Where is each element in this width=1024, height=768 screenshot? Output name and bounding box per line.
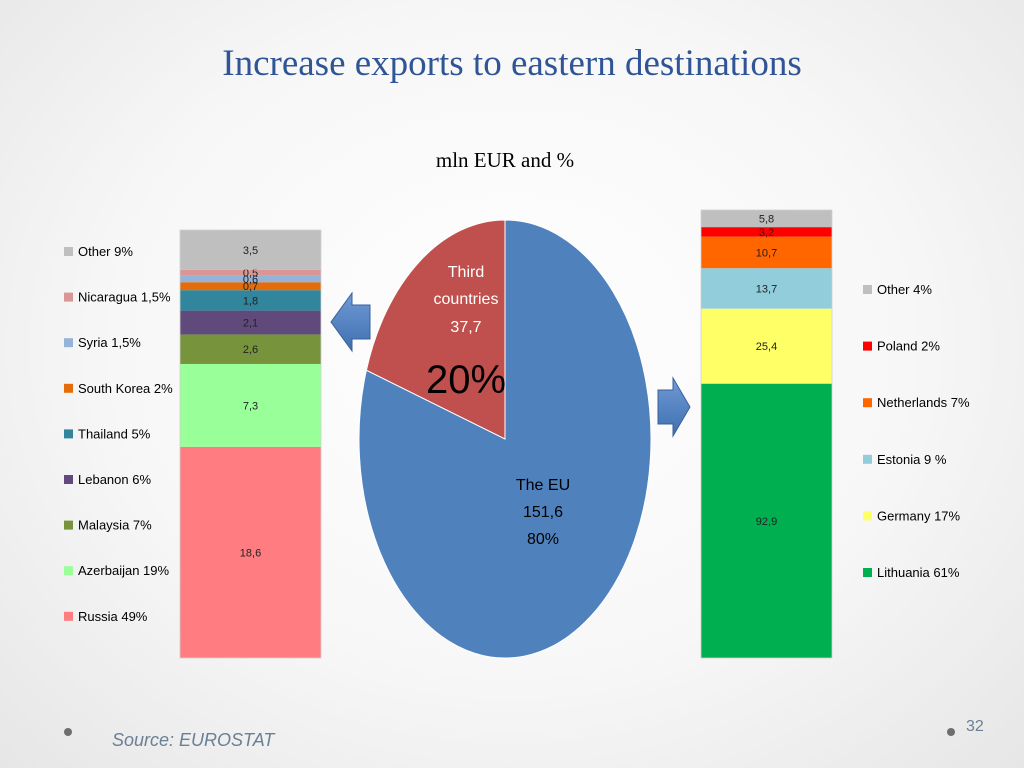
right-legend-label-5: Other 4%	[877, 282, 932, 297]
pie-label-eu-percent: 80%	[527, 531, 559, 548]
left-legend-label-2: Malaysia 7%	[78, 518, 152, 533]
pie-slice-third-countries	[365, 219, 506, 440]
right-stacked-bar: 92,9 25,4 13,7 10,7 3,25,8	[700, 209, 833, 659]
pie-label-eu-name: The EU	[516, 477, 570, 494]
left-legend-swatch-8	[64, 247, 73, 256]
left-legend-swatch-7	[64, 292, 73, 302]
left-bar-segment-4	[180, 290, 321, 311]
right-bar-value-label-3: 10,7	[756, 247, 777, 259]
left-legend-label-1: Azerbaijan 19%	[78, 563, 169, 578]
right-legend-swatch-3	[863, 398, 872, 408]
right-arrow-icon	[657, 376, 691, 438]
left-bar-value-label-6: 0,6	[243, 274, 258, 286]
left-legend-swatch-6	[64, 338, 73, 348]
right-bar-value-label-1: 25,4	[756, 341, 777, 353]
page-number: 32	[966, 718, 984, 735]
left-bar-value-label-1: 7,3	[243, 400, 258, 412]
right-bullet-dot	[947, 728, 955, 736]
left-bullet-dot	[64, 728, 72, 736]
left-bar-outline	[179, 229, 322, 659]
left-bar-segment-6	[180, 275, 321, 283]
right-legend-label-1: Germany 17%	[877, 508, 961, 523]
left-bar-segment-5	[180, 282, 321, 291]
pie-label-eu-value: 151,6	[523, 504, 563, 521]
right-legend-label-0: Lithuania 61%	[877, 565, 960, 580]
right-bar-value-label-0: 92,9	[756, 516, 777, 528]
left-legend-label-4: Thailand 5%	[78, 426, 151, 441]
left-bar-segment-1	[180, 363, 321, 447]
left-bar-value-label-3: 2,1	[243, 318, 258, 330]
left-arrow-icon	[330, 291, 371, 353]
right-bar-segment-0	[701, 383, 832, 658]
left-legend-swatch-3	[64, 475, 73, 484]
right-bar-segment-4	[701, 227, 832, 237]
left-bar-segment-0	[180, 446, 321, 658]
left-bar-segment-8	[180, 230, 321, 270]
right-legend-swatch-4	[863, 341, 872, 351]
left-bar-value-label-5: 0,7	[243, 281, 258, 293]
chart-subtitle: mln EUR and %	[435, 148, 575, 172]
left-legend-label-3: Lebanon 6%	[78, 472, 151, 487]
pie-label-third-name-1: Third	[448, 264, 484, 281]
pie-label-third-percent: 20%	[426, 358, 506, 402]
right-legend-swatch-5	[863, 285, 872, 294]
left-legend-swatch-5	[64, 383, 73, 393]
left-bar-value-label-4: 1,8	[243, 295, 258, 307]
left-bar-segment-7	[180, 269, 321, 276]
left-legend: Other 9% Nicaragua 1,5% Syria 1,5% South Ko…	[64, 244, 173, 624]
left-legend-label-6: Syria 1,5%	[78, 335, 141, 350]
left-legend-label-7: Nicaragua 1,5%	[78, 290, 171, 305]
right-legend-swatch-2	[863, 454, 872, 464]
right-legend-swatch-0	[863, 568, 872, 577]
pie-label-third-value: 37,7	[450, 319, 481, 336]
left-legend-swatch-2	[64, 520, 73, 530]
left-bar-segment-3	[180, 310, 321, 335]
right-legend-label-2: Estonia 9 %	[877, 452, 947, 467]
right-bar-outline	[700, 209, 833, 659]
left-bar-value-label-0: 18,6	[240, 547, 261, 559]
right-bar-value-label-2: 13,7	[756, 283, 777, 295]
right-legend-swatch-1	[863, 511, 872, 521]
right-bar-segment-2	[701, 268, 832, 309]
pie-label-third-name-2: countries	[434, 291, 499, 308]
left-legend-swatch-0	[64, 611, 73, 621]
right-bar-segment-5	[701, 210, 832, 228]
left-legend-swatch-4	[64, 429, 73, 439]
source-note: Source: EUROSTAT	[112, 730, 275, 750]
right-bar-value-label-5: 5,8	[759, 214, 774, 226]
left-stacked-bar: 18,6 7,3 2,6 2,1 1,8 0,70,60,5 3,5	[179, 229, 322, 659]
left-legend-swatch-1	[64, 566, 73, 576]
left-bar-value-label-2: 2,6	[243, 344, 258, 356]
left-legend-label-8: Other 9%	[78, 244, 133, 259]
left-legend-label-0: Russia 49%	[78, 609, 148, 624]
left-bar-value-label-7: 0,5	[243, 268, 258, 280]
left-bar-value-label-8: 3,5	[243, 245, 258, 257]
right-legend-label-4: Poland 2%	[877, 339, 940, 354]
left-legend-label-5: South Korea 2%	[78, 381, 173, 396]
right-bar-segment-3	[701, 236, 832, 269]
right-bar-segment-1	[701, 308, 832, 384]
right-bar-value-label-4: 3,2	[759, 227, 774, 239]
left-bar-segment-2	[180, 334, 321, 364]
slide-title: Increase exports to eastern destinations	[222, 43, 802, 84]
right-legend-label-3: Netherlands 7%	[877, 395, 970, 410]
pie-chart: Third countries 37,7 20% The EU 151,6 80%	[358, 219, 652, 659]
right-legend: Other 4% Poland 2% Netherlands 7% Estonia 9…	[863, 282, 970, 580]
